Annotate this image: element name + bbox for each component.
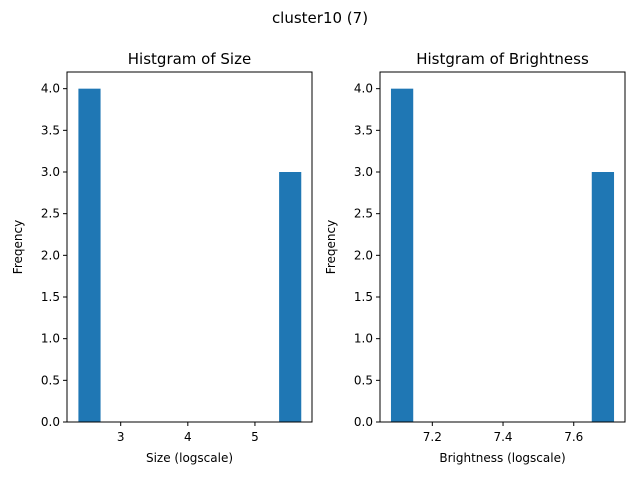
- chart-2-ylabel: Freqency: [324, 220, 338, 274]
- chart-1-ytick-label-6: 2.5: [41, 207, 60, 221]
- chart-1-ytick-label-8: 3.5: [41, 123, 60, 137]
- chart-2-axes-frame: [379, 71, 626, 423]
- chart-2-ytick-label-7: 3.0: [354, 165, 373, 179]
- chart-2-title: Histgram of Brightness: [416, 50, 589, 68]
- chart-1-ytick-label-2: 0.5: [41, 373, 60, 387]
- chart-1-ytick-label-7: 3.0: [41, 165, 60, 179]
- chart-2-ytick-label-3: 1.0: [354, 332, 373, 346]
- chart-1-ytick-label-4: 1.5: [41, 290, 60, 304]
- chart-2-bar-2: [591, 172, 615, 422]
- chart-1-axes-frame: [66, 71, 313, 423]
- chart-1-ytick-label-5: 2.0: [41, 248, 60, 262]
- chart-1-ytick-label-1: 0.0: [41, 415, 60, 429]
- chart-2-xtick-label-3: 7.6: [564, 430, 583, 444]
- chart-1-title: Histgram of Size: [128, 50, 251, 68]
- chart-2-bar-1: [390, 88, 414, 423]
- chart-2-ytick-label-5: 2.0: [354, 248, 373, 262]
- chart-1-bar-2: [279, 172, 302, 422]
- chart-1-xtick-label-3: 5: [251, 430, 259, 444]
- chart-1-xtick-label-1: 3: [117, 430, 125, 444]
- chart-2-xtick-label-1: 7.2: [423, 430, 442, 444]
- chart-1-xlabel: Size (logscale): [146, 451, 233, 465]
- chart-2-ytick-label-4: 1.5: [354, 290, 373, 304]
- chart-1-bar-1: [78, 88, 101, 423]
- chart-2-ytick-label-6: 2.5: [354, 207, 373, 221]
- chart-1-ytick-label-3: 1.0: [41, 332, 60, 346]
- chart-1-xtick-label-2: 4: [184, 430, 192, 444]
- chart-1-ytick-label-9: 4.0: [41, 82, 60, 96]
- chart-2-ytick-label-1: 0.0: [354, 415, 373, 429]
- chart-2-xlabel: Brightness (logscale): [439, 451, 565, 465]
- chart-2-xtick-label-2: 7.4: [493, 430, 512, 444]
- chart-1-ylabel: Freqency: [11, 220, 25, 274]
- figure-title: cluster10 (7): [272, 9, 368, 27]
- chart-2-ytick-label-9: 4.0: [354, 82, 373, 96]
- chart-2-ytick-label-8: 3.5: [354, 123, 373, 137]
- chart-2-ytick-label-2: 0.5: [354, 373, 373, 387]
